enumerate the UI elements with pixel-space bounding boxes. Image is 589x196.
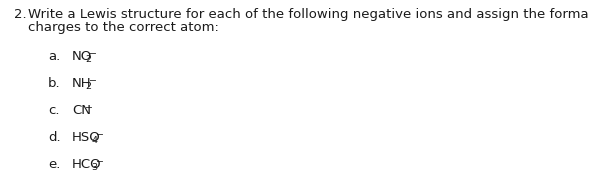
Text: NH: NH [72,77,92,90]
Text: −: − [96,129,104,138]
Text: HSO: HSO [72,131,101,144]
Text: charges to the correct atom:: charges to the correct atom: [28,21,219,34]
Text: HCO: HCO [72,158,102,171]
Text: c.: c. [48,104,59,117]
Text: NO: NO [72,50,92,63]
Text: d.: d. [48,131,61,144]
Text: b.: b. [48,77,61,90]
Text: 2: 2 [85,82,91,91]
Text: −: − [90,75,98,84]
Text: 2.: 2. [14,8,27,21]
Text: 4: 4 [91,136,98,145]
Text: −: − [90,48,98,57]
Text: 2: 2 [85,55,91,64]
Text: CN: CN [72,104,91,117]
Text: −: − [96,156,104,165]
Text: a.: a. [48,50,60,63]
Text: 3: 3 [91,163,98,172]
Text: e.: e. [48,158,61,171]
Text: −: − [85,102,93,111]
Text: Write a Lewis structure for each of the following negative ions and assign the f: Write a Lewis structure for each of the … [28,8,589,21]
